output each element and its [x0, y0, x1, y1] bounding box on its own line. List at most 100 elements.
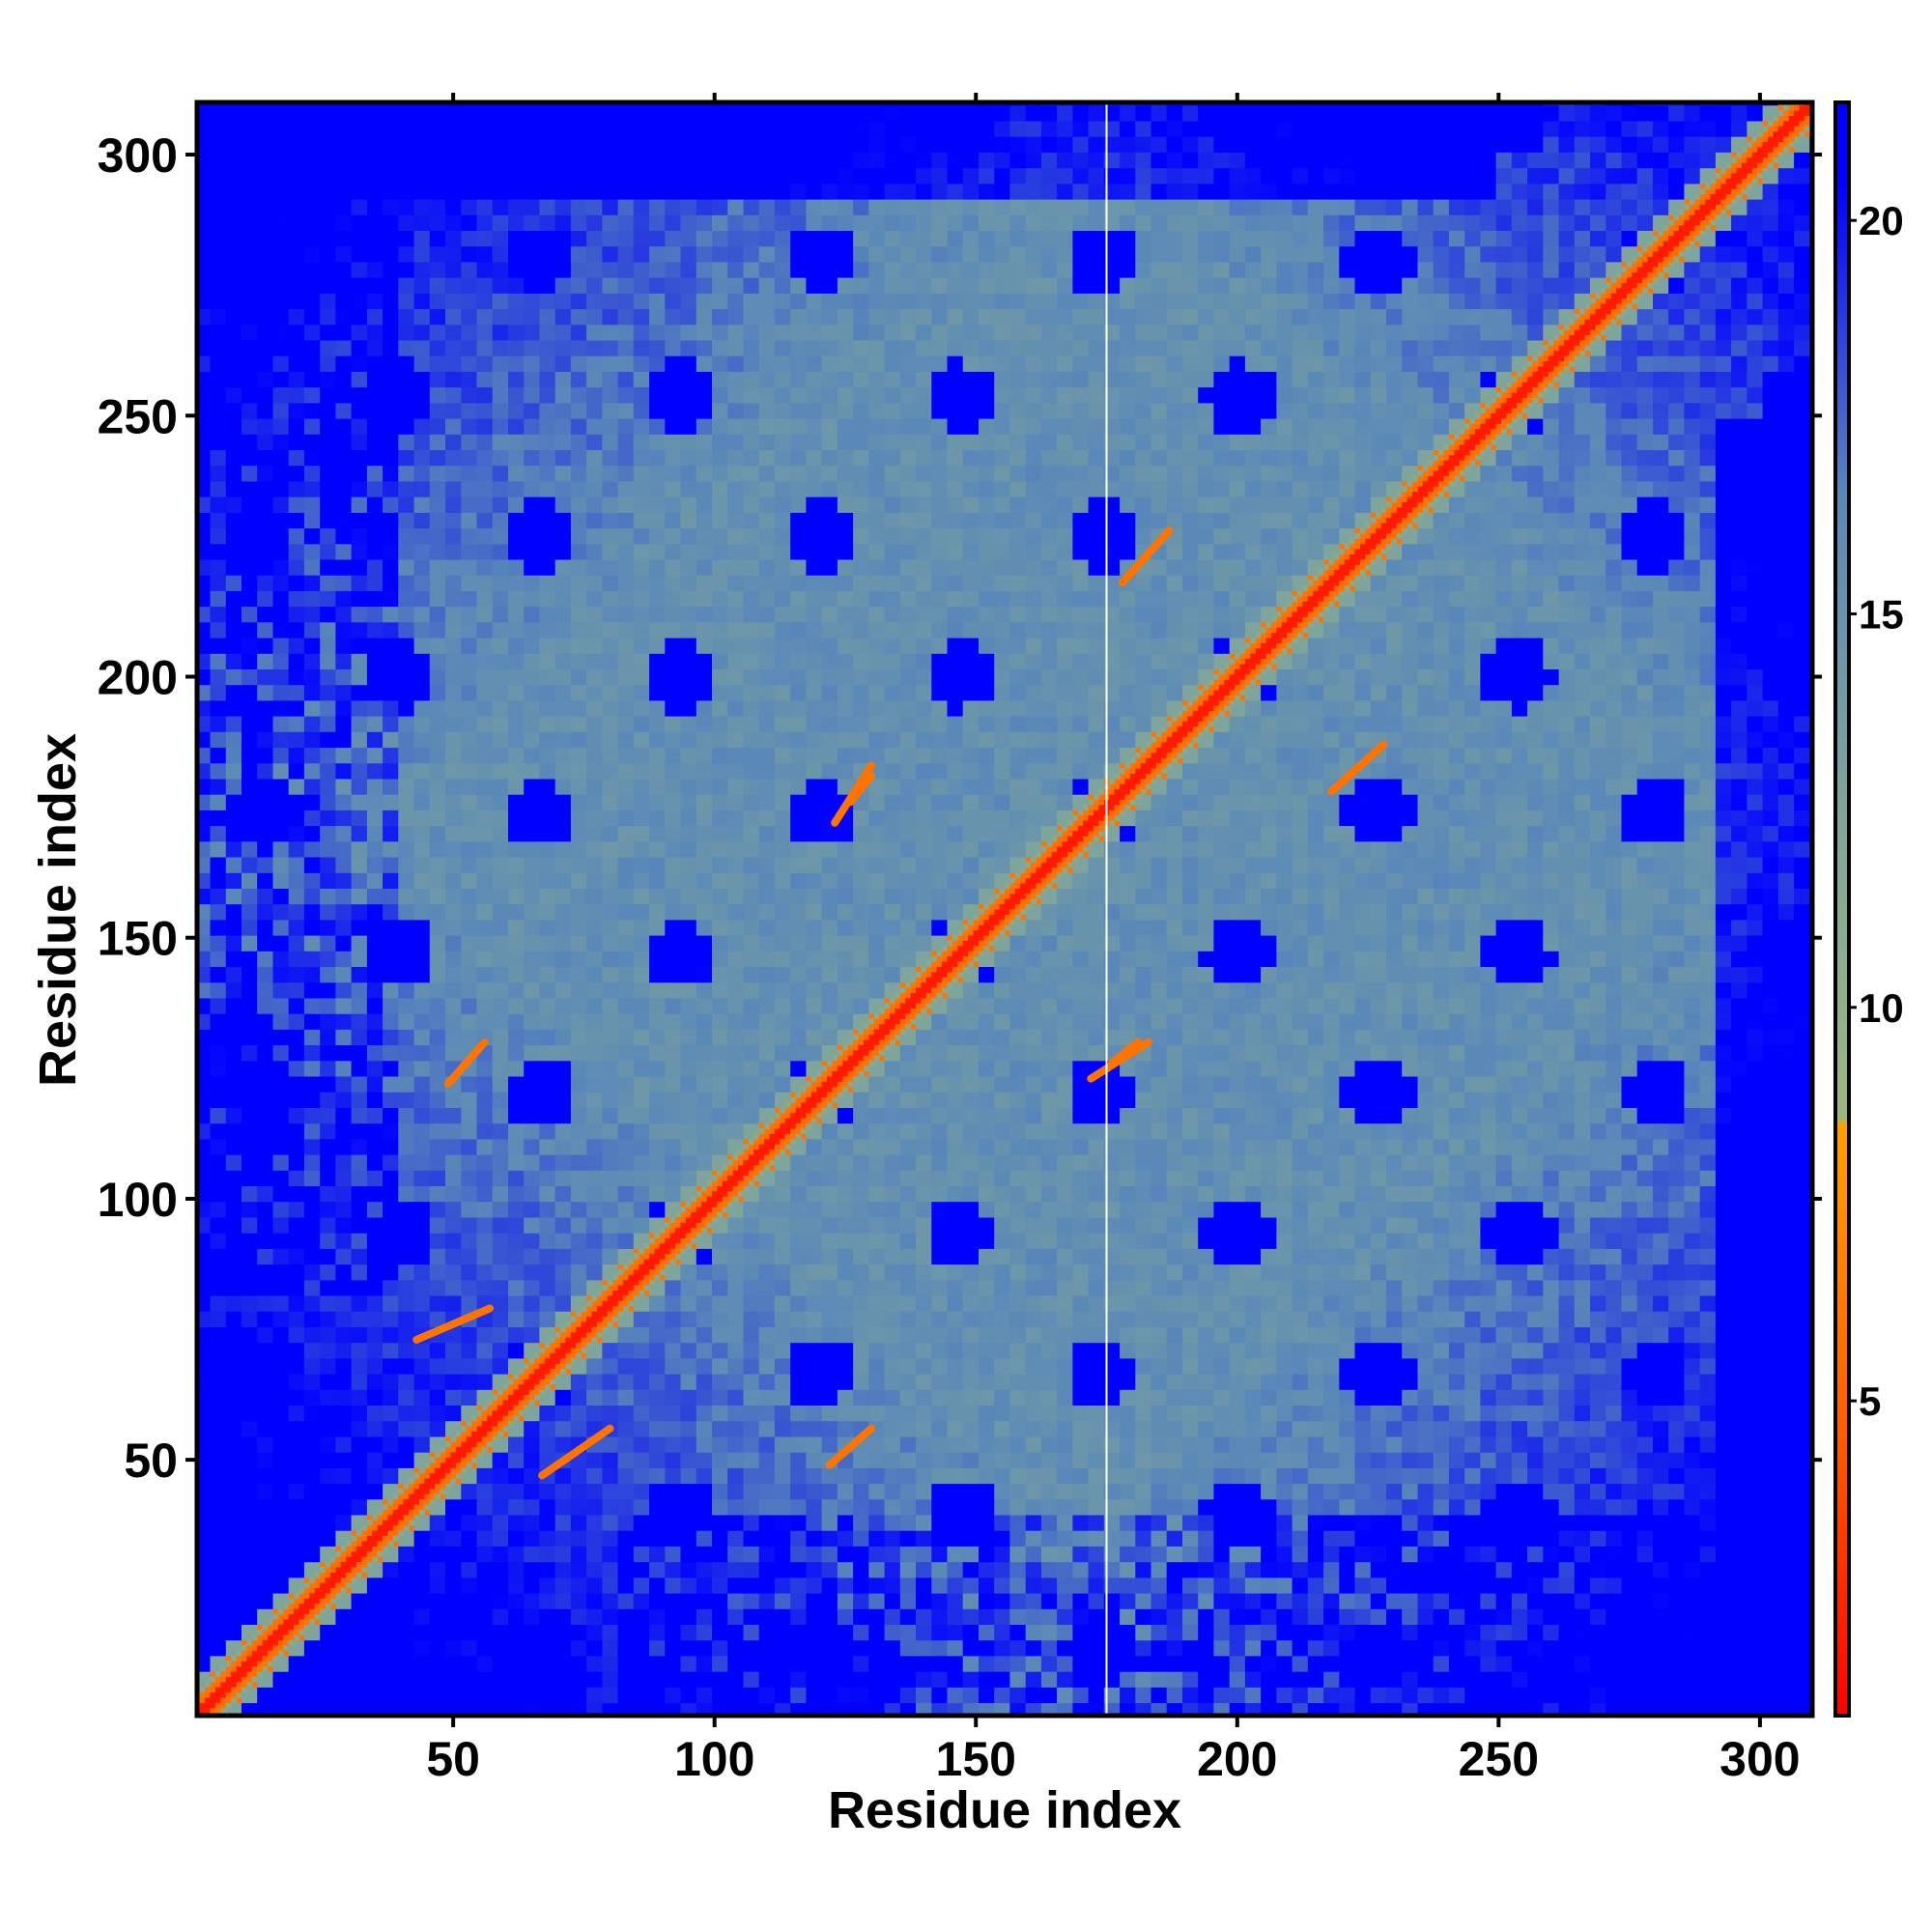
- heatmap-cell: [899, 277, 917, 294]
- heatmap-cell: [476, 590, 494, 608]
- heatmap-cell: [586, 825, 603, 842]
- heatmap-cell: [210, 1076, 227, 1093]
- heatmap-cell: [351, 684, 368, 701]
- heatmap-cell: [853, 1216, 869, 1234]
- heatmap-cell: [210, 653, 227, 669]
- heatmap-cell: [429, 731, 446, 749]
- heatmap-cell: [524, 418, 540, 435]
- heatmap-cell: [586, 465, 603, 482]
- heatmap-cell: [727, 653, 744, 669]
- heatmap-cell: [586, 1264, 603, 1281]
- heatmap-cell: [743, 1107, 760, 1124]
- heatmap-cell: [570, 1608, 587, 1625]
- heatmap-cell: [649, 621, 666, 639]
- heatmap-cell: [366, 919, 384, 936]
- heatmap-cell: [492, 245, 509, 263]
- heatmap-cell: [665, 1107, 682, 1124]
- heatmap-cell: [508, 434, 525, 450]
- heatmap-cell: [210, 1546, 227, 1563]
- heatmap-cell: [774, 543, 791, 560]
- heatmap-cell: [899, 1514, 917, 1531]
- heatmap-cell: [649, 1498, 666, 1516]
- heatmap-cell: [429, 418, 446, 435]
- heatmap-cell: [539, 261, 556, 278]
- heatmap-cell: [492, 167, 509, 185]
- heatmap-cell: [272, 355, 290, 372]
- heatmap-cell: [210, 794, 227, 810]
- heatmap-cell: [210, 339, 227, 356]
- heatmap-cell: [197, 951, 212, 967]
- heatmap-cell: [383, 684, 399, 701]
- heatmap-cell: [853, 1264, 869, 1281]
- heatmap-cell: [383, 872, 399, 889]
- heatmap-cell: [899, 1311, 917, 1327]
- heatmap-cell: [790, 1639, 807, 1657]
- heatmap-cell: [868, 1201, 886, 1218]
- heatmap-cell: [680, 935, 697, 952]
- heatmap-cell: [524, 699, 540, 717]
- heatmap-cell: [570, 1561, 587, 1578]
- heatmap-cell: [821, 794, 838, 810]
- heatmap-cell: [272, 1092, 290, 1108]
- heatmap-cell: [492, 214, 509, 231]
- heatmap-cell: [383, 183, 399, 200]
- heatmap-cell: [790, 1608, 807, 1625]
- heatmap-cell: [476, 245, 494, 263]
- heatmap-cell: [351, 1170, 368, 1186]
- heatmap-cell: [712, 794, 728, 810]
- heatmap-cell: [272, 747, 290, 764]
- heatmap-cell: [303, 1483, 321, 1500]
- heatmap-cell: [539, 1687, 556, 1704]
- heatmap-cell: [806, 1577, 823, 1594]
- heatmap-cell: [727, 183, 744, 200]
- heatmap-cell: [210, 1374, 227, 1390]
- heatmap-cell: [225, 825, 242, 842]
- heatmap-cell: [272, 449, 290, 467]
- heatmap-cell: [570, 418, 587, 435]
- heatmap-cell: [476, 386, 494, 404]
- heatmap-cell: [383, 497, 399, 513]
- heatmap-cell: [899, 1138, 917, 1155]
- heatmap-cell: [586, 1248, 603, 1265]
- heatmap-cell: [366, 1639, 384, 1657]
- heatmap-cell: [210, 214, 227, 231]
- heatmap-cell: [461, 1185, 478, 1203]
- heatmap-cell: [445, 136, 462, 153]
- heatmap-cell: [366, 449, 384, 467]
- heatmap-cell: [524, 1546, 540, 1563]
- heatmap-cell: [272, 716, 290, 732]
- heatmap-cell: [225, 1264, 242, 1281]
- heatmap-cell: [413, 872, 431, 889]
- heatmap-cell: [508, 668, 525, 686]
- heatmap-cell: [554, 308, 572, 326]
- heatmap-cell: [586, 935, 603, 952]
- heatmap-cell: [413, 638, 431, 654]
- heatmap-cell: [790, 903, 807, 921]
- heatmap-cell: [680, 794, 697, 810]
- heatmap-cell: [351, 638, 368, 654]
- heatmap-cell: [429, 183, 446, 200]
- heatmap-cell: [320, 1655, 336, 1672]
- heatmap-cell: [696, 308, 713, 326]
- heatmap-cell: [445, 1514, 462, 1531]
- heatmap-cell: [649, 668, 666, 686]
- heatmap-cell: [524, 1138, 540, 1155]
- heatmap-cell: [743, 245, 760, 263]
- heatmap-cell: [712, 1687, 728, 1704]
- heatmap-cell: [383, 402, 399, 419]
- heatmap-cell: [821, 1498, 838, 1516]
- heatmap-cell: [272, 1279, 290, 1296]
- heatmap-cell: [868, 339, 886, 356]
- heatmap-cell: [445, 1264, 462, 1281]
- heatmap-cell: [383, 1122, 399, 1140]
- heatmap-cell: [272, 1342, 290, 1359]
- heatmap-cell: [790, 621, 807, 639]
- heatmap-cell: [476, 1216, 494, 1234]
- heatmap-cell: [586, 1498, 603, 1516]
- heatmap-cell: [649, 1170, 666, 1186]
- heatmap-cell: [461, 558, 478, 576]
- heatmap-cell: [351, 1420, 368, 1437]
- heatmap-cell: [210, 120, 227, 137]
- heatmap-cell: [335, 1294, 353, 1312]
- heatmap-cell: [303, 1029, 321, 1046]
